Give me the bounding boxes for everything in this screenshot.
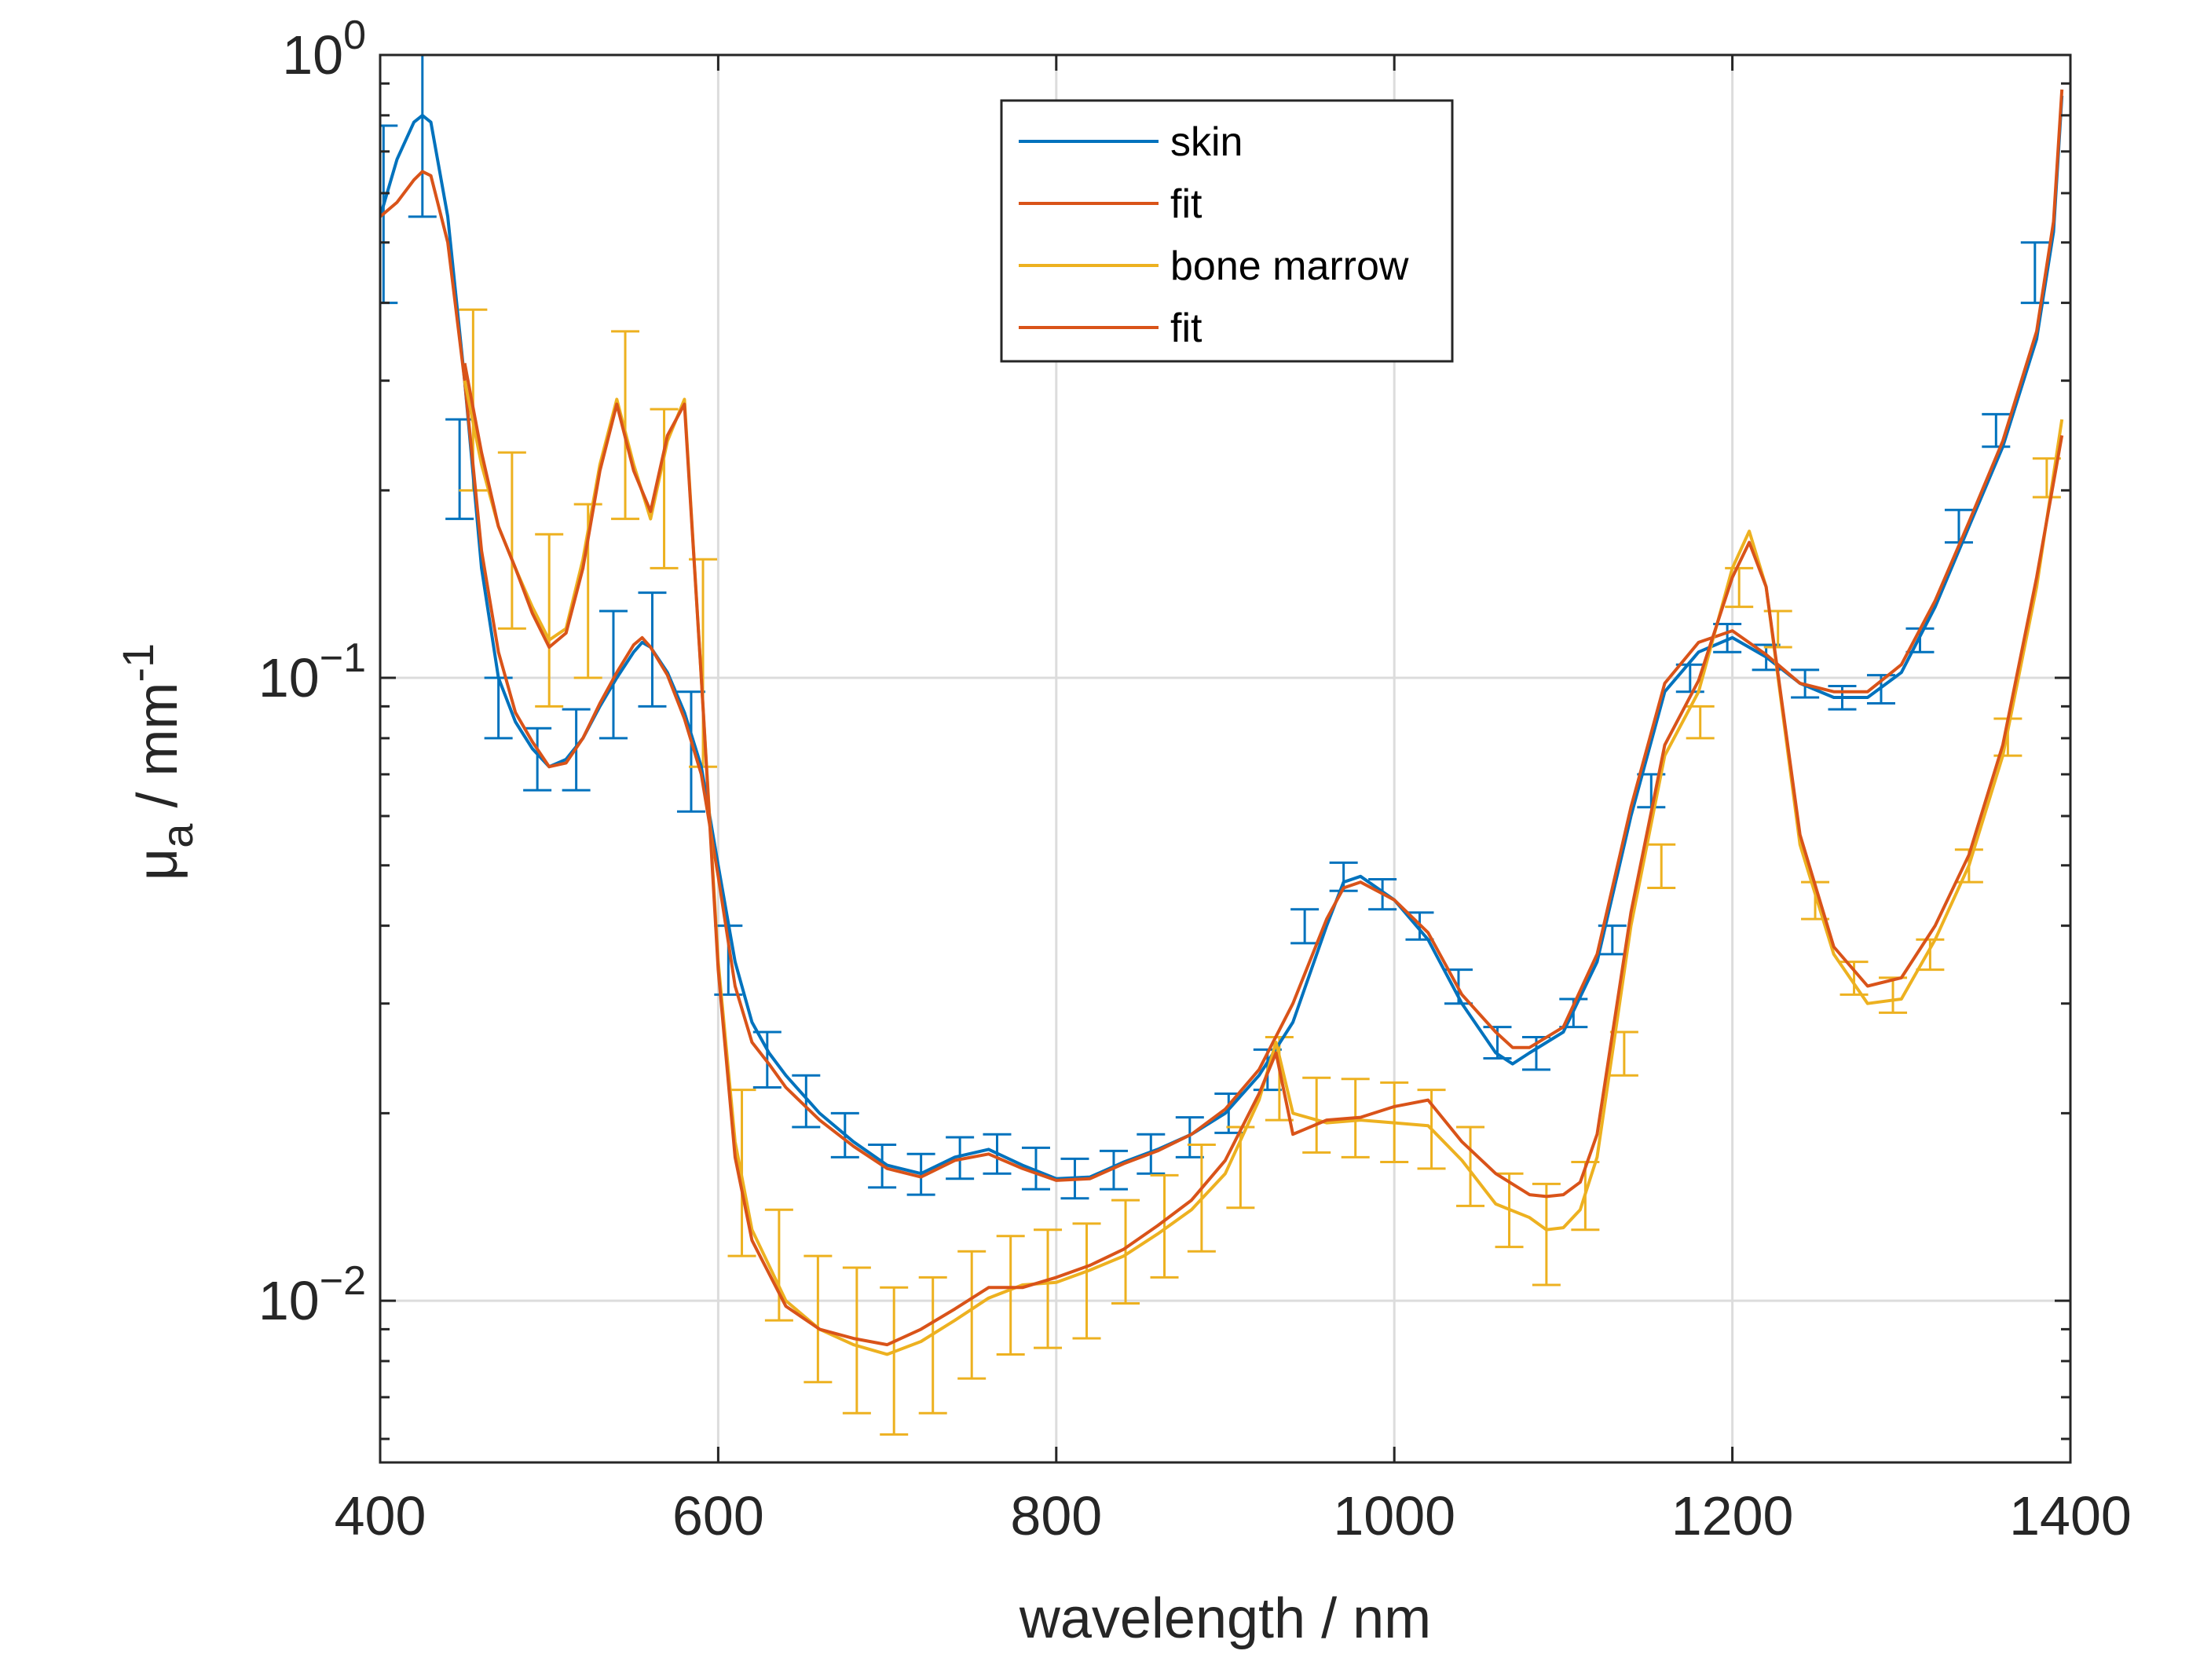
x-axis-title: wavelength / nm — [1019, 1587, 1431, 1650]
legend-label-0: skin — [1170, 119, 1243, 165]
x-tick-labels: 400 600 800 1000 1200 1400 — [335, 1485, 2132, 1546]
errorbar-bone-marrow-36 — [1839, 961, 1869, 996]
axes-box — [379, 53, 2072, 1464]
x-tick-label-400: 400 — [335, 1485, 426, 1546]
errorbar-bone-marrow-28 — [1532, 1182, 1561, 1287]
errorbar-bone-marrow-16 — [1072, 1222, 1101, 1340]
errorbar-bone-marrow-9 — [804, 1254, 833, 1384]
x-tick-label-1400: 1400 — [2009, 1485, 2132, 1546]
legend: skin fit bone marrow fit — [1000, 99, 1454, 363]
y-tick-label-exponent: −1 — [320, 635, 366, 681]
errorbar-skin-6 — [599, 609, 628, 740]
errorbar-skin-19 — [1099, 1149, 1128, 1191]
legend-label-1: fit — [1170, 181, 1203, 227]
errorbar-bone-marrow-11 — [880, 1286, 909, 1436]
y-axis-title: μa / mm-1 — [113, 643, 202, 880]
errorbar-bone-marrow-1 — [497, 451, 526, 630]
legend-label-3: fit — [1170, 306, 1203, 351]
errorbar-bone-marrow-15 — [1034, 1228, 1063, 1349]
errorbar-skin-17 — [1021, 1146, 1050, 1191]
errorbar-bone-marrow-13 — [957, 1250, 987, 1380]
y-tick-label-exponent: −2 — [320, 1258, 366, 1304]
y-axis-title-base: μ — [126, 848, 189, 880]
y-axis-title-subscript: a — [152, 823, 202, 848]
errorbar-skin-4 — [523, 727, 552, 792]
y-tick-label-exponent: 0 — [343, 13, 366, 58]
errorbar-skin-1 — [408, 55, 437, 218]
errorbar-bone-marrow-26 — [1456, 1125, 1485, 1207]
y-tick-label-base: 10 — [282, 24, 343, 86]
x-tick-label-600: 600 — [672, 1485, 764, 1546]
axes — [379, 53, 2072, 1464]
errorbar-skin-21 — [1175, 1116, 1204, 1158]
y-axis-title-unit: / mm — [126, 683, 189, 824]
x-tick-label-800: 800 — [1010, 1485, 1102, 1546]
y-axis-title-exponent: -1 — [113, 643, 163, 683]
errorbar-bone-marrow-4 — [611, 330, 640, 521]
y-tick-label-base: 10 — [258, 1270, 320, 1331]
errorbar-bone-marrow-38 — [1916, 938, 1945, 972]
errorbar-bone-marrow-22 — [1302, 1076, 1331, 1154]
errorbar-skin-43 — [2020, 241, 2049, 305]
errorbar-skin-11 — [792, 1074, 821, 1129]
series-line-fit-3 — [463, 363, 2064, 1347]
y-tick-label-0: 100 — [282, 13, 366, 86]
errorbar-skin-42 — [1982, 412, 2011, 448]
errorbar-bone-marrow-18 — [1150, 1173, 1179, 1279]
y-tick-label-2: 10−2 — [258, 1258, 366, 1331]
errorbar-bone-marrow-5 — [650, 408, 679, 569]
grid — [380, 55, 2070, 1462]
errorbar-skin-24 — [1290, 908, 1320, 945]
errorbar-bone-marrow-2 — [535, 533, 564, 708]
legend-label-2: bone marrow — [1170, 243, 1409, 289]
errorbar-bone-marrow-17 — [1111, 1199, 1140, 1305]
series-line-fit-1 — [380, 89, 2064, 1182]
series-layer — [380, 89, 2064, 1356]
y-tick-label-1: 10−1 — [258, 635, 366, 708]
errorbar-bone-marrow-8 — [764, 1208, 793, 1322]
errorbar-bone-marrow-14 — [996, 1235, 1025, 1356]
x-tick-label-1200: 1200 — [1671, 1485, 1794, 1546]
y-tick-label-base: 10 — [258, 647, 320, 708]
errorbar-bone-marrow-31 — [1647, 843, 1676, 889]
legend-box — [1000, 99, 1454, 363]
x-tick-label-1000: 1000 — [1333, 1485, 1455, 1546]
errorbar-bone-marrow-33 — [1725, 566, 1754, 609]
errorbar-bone-marrow-12 — [918, 1276, 947, 1415]
